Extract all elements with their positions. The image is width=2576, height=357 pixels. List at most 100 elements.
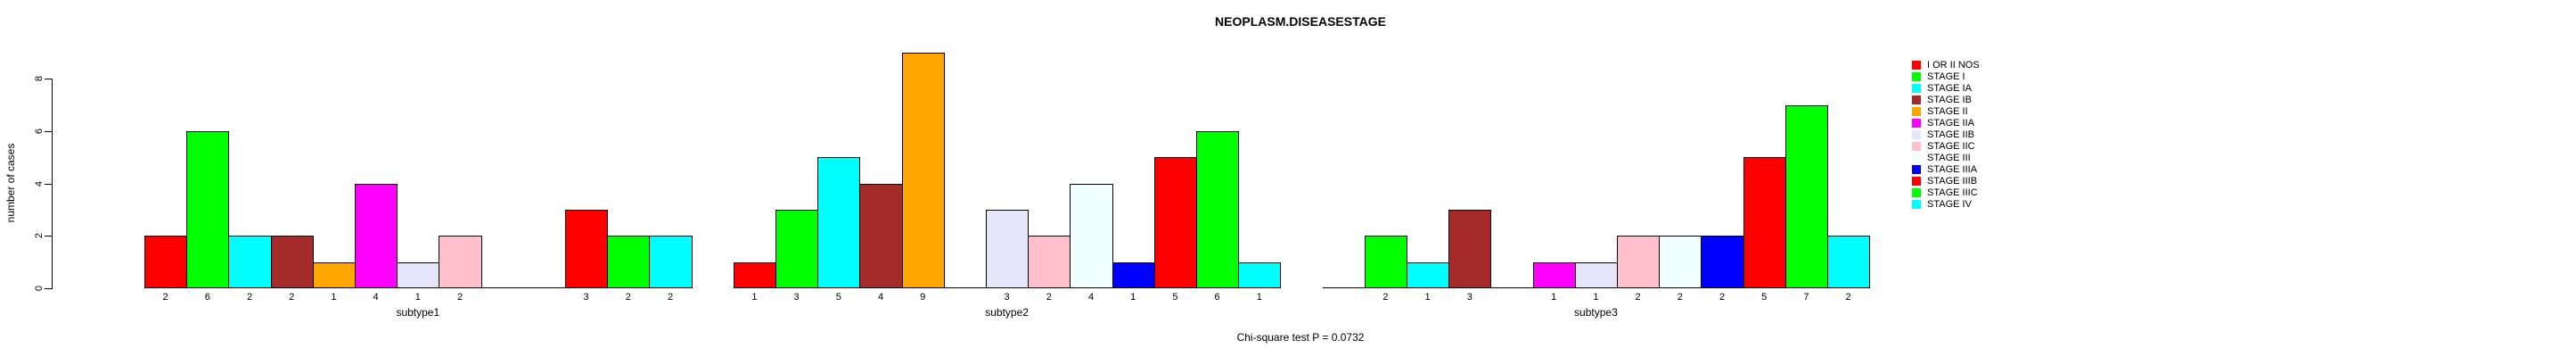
- zero-count-baseline: [943, 287, 987, 288]
- legend-label: STAGE IA: [1927, 83, 1972, 94]
- zero-count-baseline: [1490, 287, 1534, 288]
- bar-count-label: 5: [835, 292, 841, 303]
- y-tick-label: 8: [34, 76, 45, 82]
- bar-count-label: 2: [1845, 292, 1851, 303]
- y-tick-label: 0: [34, 285, 45, 292]
- zero-count-baseline: [522, 287, 566, 288]
- stage-bar: [1364, 236, 1407, 288]
- bar-count-label: 5: [1761, 292, 1768, 303]
- bar-count-label: 2: [1382, 292, 1389, 303]
- y-tick-label: 6: [34, 128, 45, 135]
- bar-count-label: 6: [204, 292, 210, 303]
- group-label: subtype1: [396, 306, 440, 319]
- stage-bar: [1028, 236, 1071, 288]
- legend-label: STAGE IIIC: [1927, 187, 1978, 198]
- stage-bar: [1659, 236, 1702, 288]
- legend-swatch: [1912, 61, 1921, 70]
- bar-count-label: 1: [1551, 292, 1557, 303]
- stage-bar: [607, 236, 651, 288]
- stage-bar: [1743, 157, 1786, 288]
- stage-bar: [439, 236, 482, 288]
- bar-count-label: 2: [162, 292, 168, 303]
- stage-bar: [1070, 183, 1113, 288]
- legend-label: I OR II NOS: [1927, 60, 1980, 71]
- legend-label: STAGE IIA: [1927, 118, 1974, 129]
- legend-swatch: [1912, 119, 1921, 128]
- legend-label: STAGE I: [1927, 71, 1965, 82]
- legend-label: STAGE IIB: [1927, 129, 1974, 140]
- legend-swatch: [1912, 95, 1921, 104]
- legend-swatch: [1912, 177, 1921, 186]
- zero-count-baseline: [1322, 287, 1366, 288]
- stage-bar: [228, 236, 272, 288]
- stage-bar: [355, 183, 398, 288]
- y-tick: [45, 288, 52, 289]
- stage-bar: [397, 262, 440, 288]
- legend-swatch: [1912, 72, 1921, 81]
- stage-bar: [859, 183, 903, 288]
- bar-count-label: 2: [1677, 292, 1683, 303]
- stage-bar: [1827, 236, 1871, 288]
- stage-bar: [565, 210, 609, 288]
- legend-label: STAGE III: [1927, 153, 1971, 163]
- stage-bar: [1784, 104, 1828, 288]
- bar-count-label: 1: [1130, 292, 1136, 303]
- bar-count-label: 1: [1593, 292, 1599, 303]
- bar-count-label: 1: [414, 292, 421, 303]
- bar-count-label: 1: [751, 292, 758, 303]
- stage-bar: [1112, 262, 1155, 288]
- stage-bar: [1617, 236, 1661, 288]
- legend-label: STAGE IIC: [1927, 141, 1975, 152]
- bar-count-label: 4: [1087, 292, 1095, 303]
- y-axis-title: number of cases: [4, 143, 17, 223]
- bar-count-label: 2: [625, 292, 631, 303]
- y-tick: [45, 236, 52, 237]
- group-label: subtype3: [1574, 306, 1618, 319]
- stage-bar: [817, 157, 861, 288]
- stage-bar: [1574, 262, 1618, 288]
- group-label: subtype2: [985, 306, 1029, 319]
- stage-bar: [1153, 157, 1197, 288]
- bar-count-label: 3: [583, 292, 589, 303]
- stage-bar: [1407, 262, 1450, 288]
- bar-count-label: 5: [1172, 292, 1178, 303]
- bar-count-label: 6: [1214, 292, 1220, 303]
- legend-swatch: [1912, 84, 1921, 93]
- stage-bar: [186, 131, 230, 288]
- stage-bar: [986, 210, 1030, 288]
- legend-label: STAGE IIIB: [1927, 176, 1978, 187]
- stage-bar: [733, 262, 776, 288]
- y-tick-label: 2: [34, 233, 45, 239]
- bar-count-label: 9: [920, 292, 926, 303]
- stage-bar: [1701, 236, 1744, 288]
- legend-swatch: [1912, 188, 1921, 197]
- y-axis-line: [52, 79, 53, 289]
- legend-label: STAGE II: [1927, 106, 1968, 117]
- bar-count-label: 2: [1719, 292, 1726, 303]
- stage-bar: [1196, 131, 1240, 288]
- stage-bar: [1532, 262, 1576, 288]
- bar-count-label: 1: [331, 292, 337, 303]
- bar-count-label: 3: [793, 292, 800, 303]
- bar-count-label: 1: [1424, 292, 1431, 303]
- bar-count-label: 2: [667, 292, 674, 303]
- legend-label: STAGE IIIA: [1927, 164, 1978, 175]
- chi-square-note: Chi-square test P = 0.0732: [1236, 331, 1365, 344]
- legend-swatch: [1912, 154, 1921, 162]
- bar-count-label: 3: [1466, 292, 1473, 303]
- y-tick-label: 4: [34, 180, 45, 187]
- bar-count-label: 1: [1256, 292, 1262, 303]
- stage-bar: [1238, 262, 1282, 288]
- legend-label: STAGE IV: [1927, 199, 1972, 210]
- bar-count-label: 2: [289, 292, 295, 303]
- bar-count-label: 7: [1803, 292, 1809, 303]
- chart-title: NEOPLASM.DISEASESTAGE: [1215, 14, 1386, 29]
- y-tick: [45, 131, 52, 133]
- bar-count-label: 3: [1004, 292, 1010, 303]
- bar-count-label: 2: [1046, 292, 1052, 303]
- legend-swatch: [1912, 142, 1921, 151]
- zero-count-baseline: [480, 287, 524, 288]
- bar-count-label: 4: [373, 292, 379, 303]
- y-tick: [45, 183, 52, 185]
- legend-swatch: [1912, 165, 1921, 174]
